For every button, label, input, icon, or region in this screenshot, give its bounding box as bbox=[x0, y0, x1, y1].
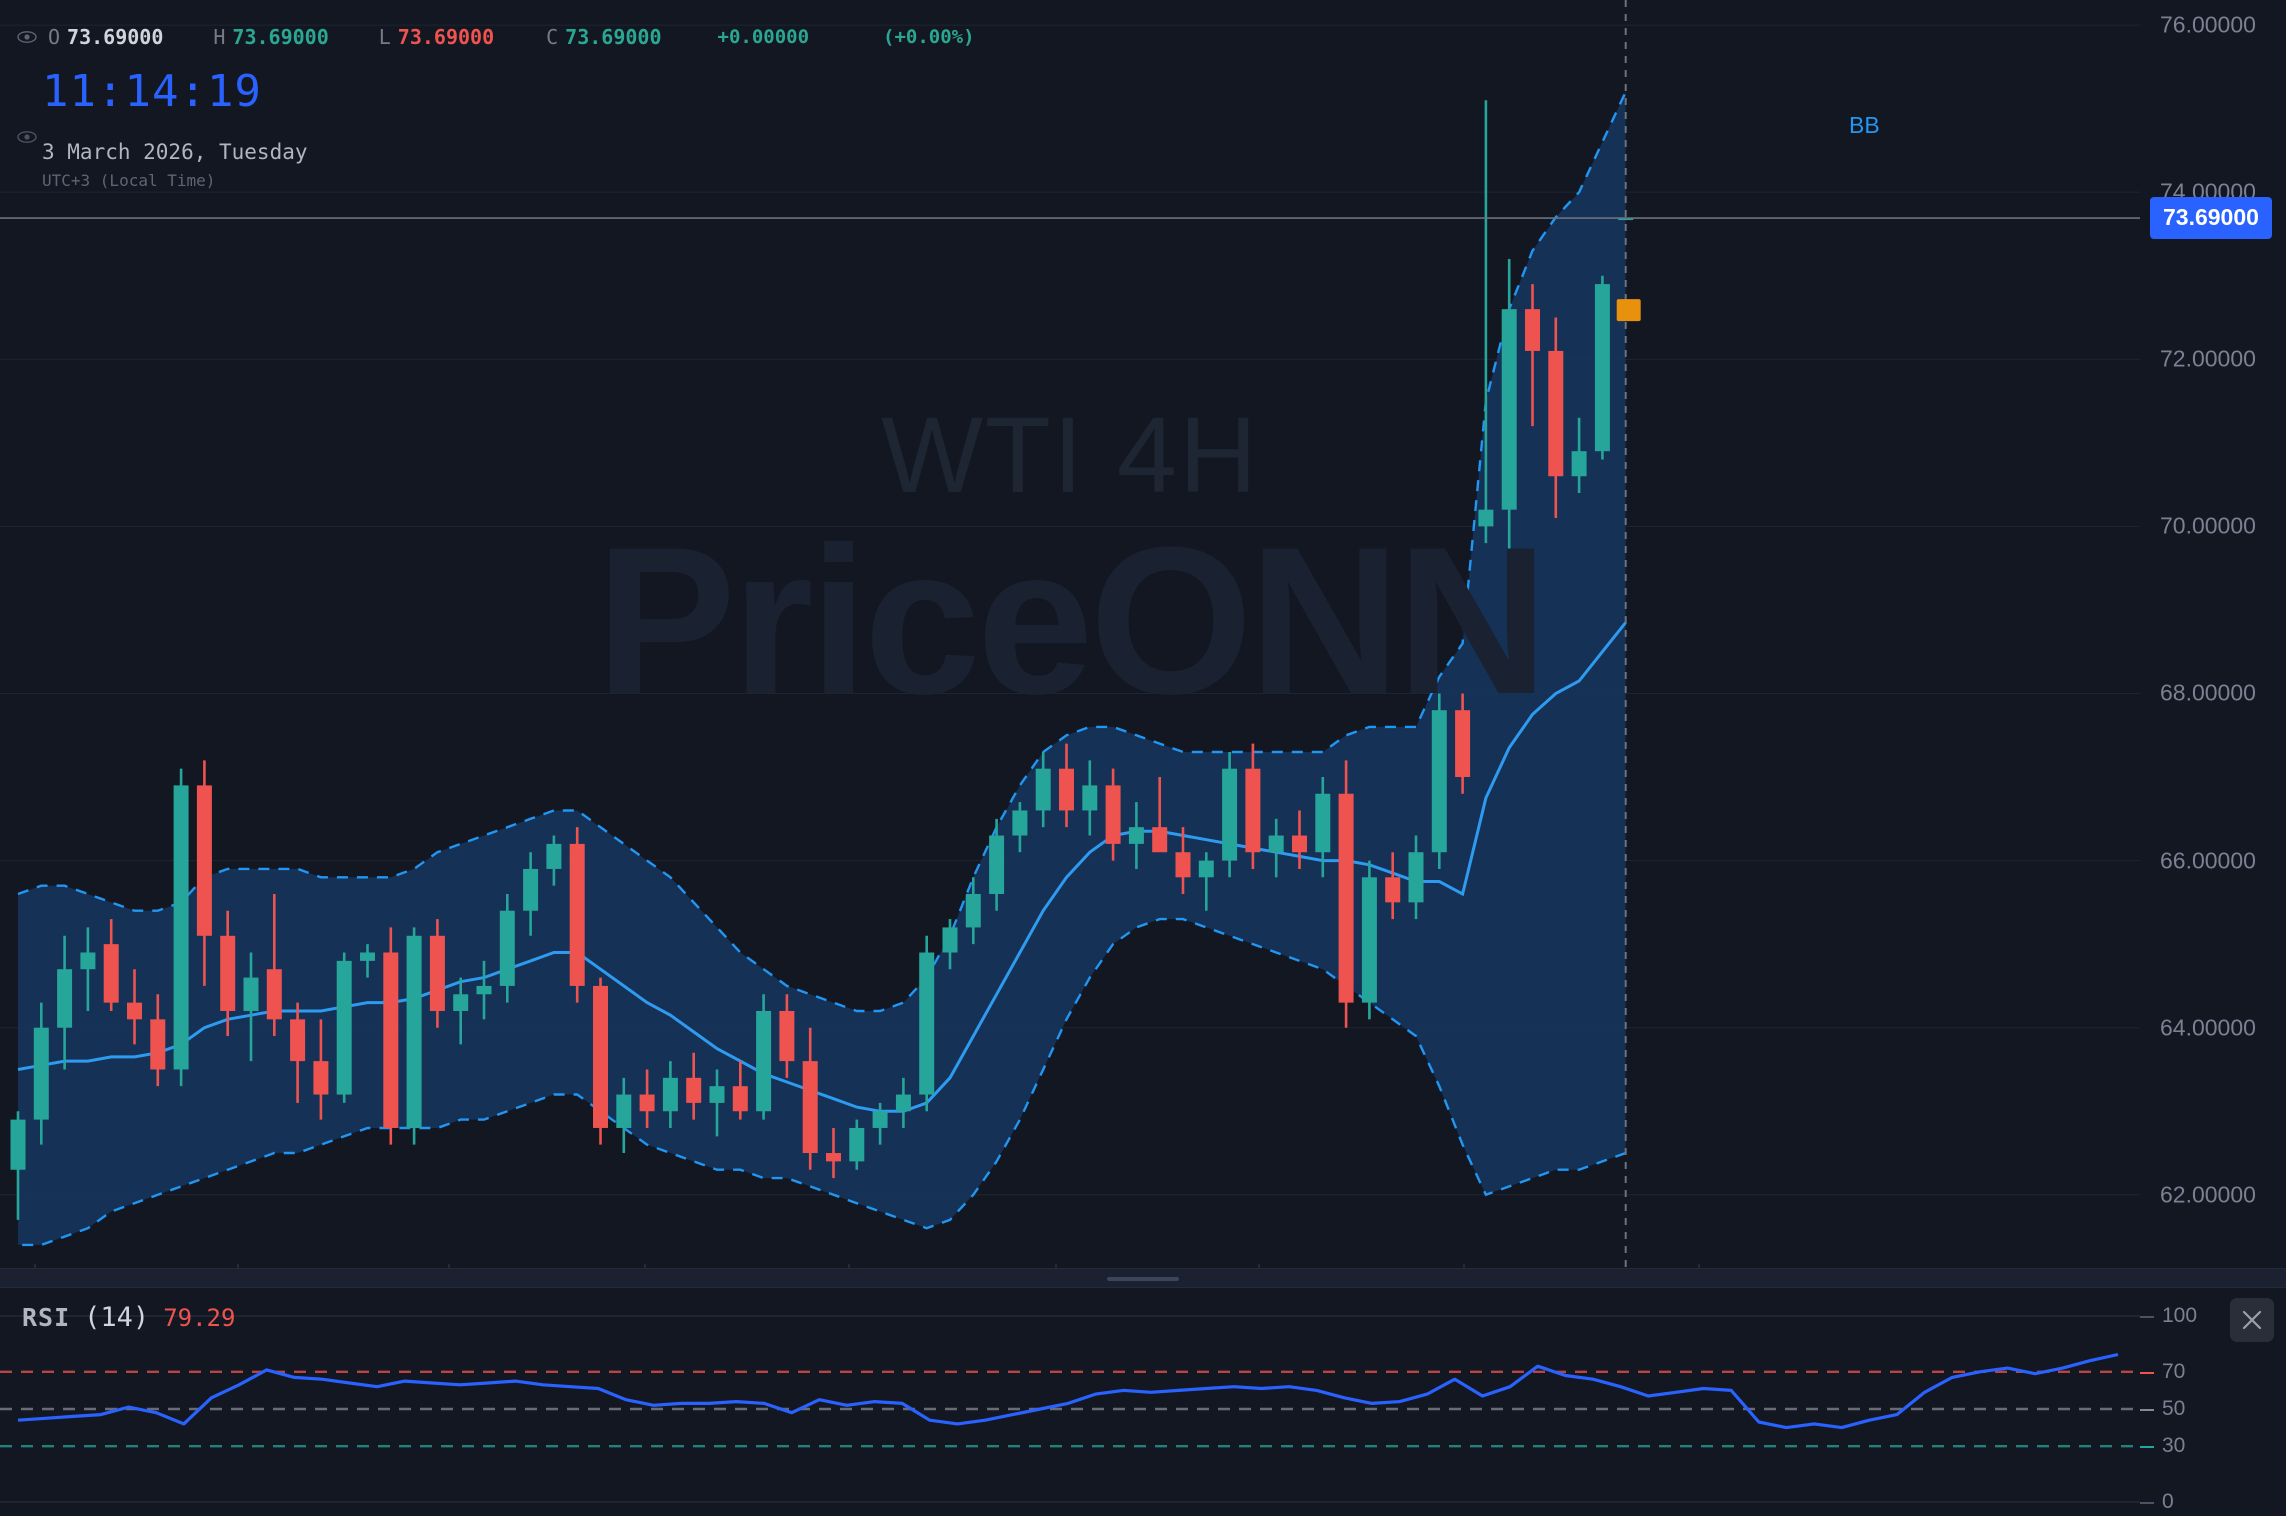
rsi-axis-tick bbox=[2140, 1409, 2154, 1411]
price-axis-label: 72.00000 bbox=[2160, 345, 2256, 372]
rsi-axis-label: 30 bbox=[2162, 1434, 2186, 1458]
price-plot-area[interactable]: WTI 4H PriceONN bbox=[0, 0, 2140, 1270]
rsi-axis-label: 50 bbox=[2162, 1397, 2186, 1420]
price-axis-label: 68.00000 bbox=[2160, 679, 2256, 706]
price-axis[interactable]: 76.00000 74.00000 72.00000 70.00000 68.00000… bbox=[2140, 0, 2286, 1270]
price-axis-label: 76.00000 bbox=[2160, 11, 2256, 38]
rsi-label: RSI bbox=[22, 1303, 71, 1332]
rsi-axis-label: 100 bbox=[2162, 1304, 2198, 1327]
rsi-axis-tick bbox=[2140, 1371, 2154, 1374]
rsi-axis-label: 0 bbox=[2162, 1490, 2174, 1513]
rsi-period: (14) bbox=[84, 1302, 150, 1333]
rsi-axis-tick bbox=[2140, 1502, 2154, 1504]
price-axis-label: 66.00000 bbox=[2160, 847, 2256, 874]
price-axis-label: 62.00000 bbox=[2160, 1181, 2256, 1208]
price-pane: WTI 4H PriceONN O 73.69000 H 73 bbox=[0, 0, 2286, 1270]
rsi-pane: RSI (14) 79.29 100 70 50 30 0 bbox=[0, 1288, 2286, 1516]
price-axis-label: 70.00000 bbox=[2160, 512, 2256, 539]
splitter-grip[interactable] bbox=[1107, 1277, 1179, 1281]
rsi-chart-svg bbox=[0, 1315, 2140, 1503]
rsi-legend[interactable]: RSI (14) 79.29 bbox=[22, 1302, 235, 1333]
pane-splitter[interactable] bbox=[0, 1268, 2286, 1288]
bollinger-bands-label[interactable]: BB bbox=[1849, 112, 1880, 138]
rsi-axis-tick bbox=[2140, 1446, 2154, 1449]
price-axis-label: 64.00000 bbox=[2160, 1014, 2256, 1041]
current-price-badge: 73.69000 bbox=[2150, 197, 2272, 240]
price-chart-svg bbox=[0, 0, 2140, 1270]
rsi-axis[interactable]: 100 70 50 30 0 bbox=[2140, 1288, 2286, 1516]
close-icon[interactable] bbox=[2230, 1298, 2274, 1342]
rsi-plot-area[interactable] bbox=[0, 1288, 2140, 1516]
rsi-axis-label: 70 bbox=[2162, 1359, 2186, 1383]
rsi-axis-tick bbox=[2140, 1316, 2154, 1318]
rsi-value: 79.29 bbox=[163, 1304, 236, 1332]
